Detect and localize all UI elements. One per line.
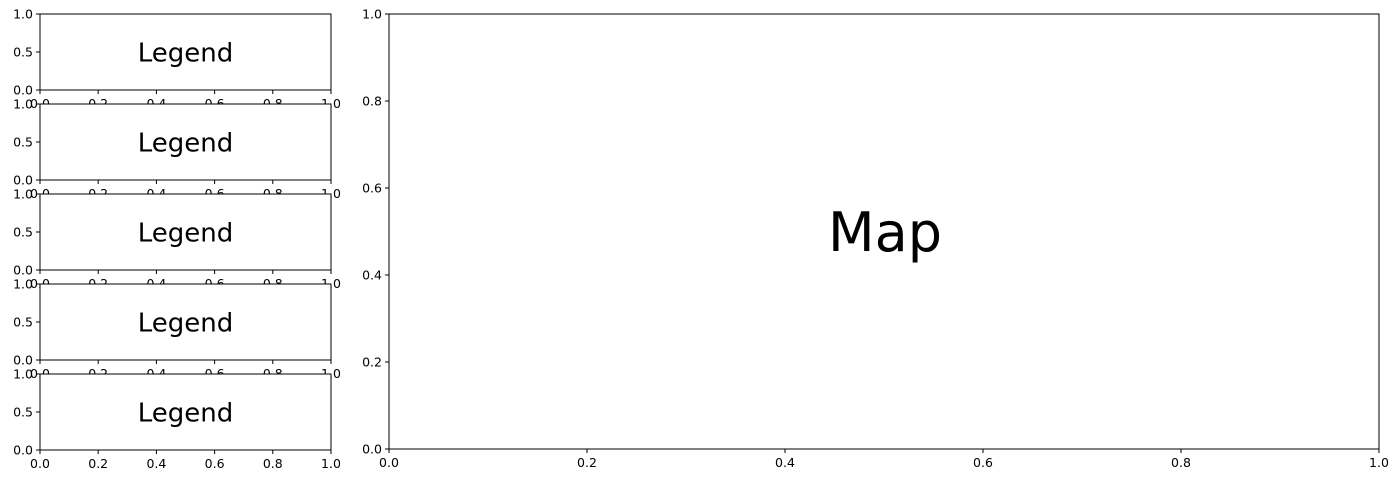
legend-2-ytick-label: 1.0 xyxy=(13,97,33,112)
map-xtick-label: 0.2 xyxy=(577,455,597,470)
map-ytick-label: 0.0 xyxy=(362,442,382,457)
legend-4-ytick-label: 0.0 xyxy=(13,353,33,368)
legend-5-xtick-label: 0.0 xyxy=(30,456,50,471)
legend-5-ytick-label: 1.0 xyxy=(13,367,33,382)
legend-1-ytick-label: 0.5 xyxy=(13,45,33,60)
map-xtick-label: 0.4 xyxy=(775,455,795,470)
legend-2-ytick-label: 0.0 xyxy=(13,173,33,188)
legend-4-ytick-label: 0.5 xyxy=(13,315,33,330)
legend-3-ytick-label: 1.0 xyxy=(13,187,33,202)
legend-5-ytick-label: 0.5 xyxy=(13,405,33,420)
map-xtick-label: 0.8 xyxy=(1171,455,1191,470)
legend-3-ytick-label: 0.5 xyxy=(13,225,33,240)
map-label: Map xyxy=(828,201,942,264)
map-frame xyxy=(388,13,1380,450)
legend-4-ytick-label: 1.0 xyxy=(13,277,33,292)
legend-1-ytick-label: 0.0 xyxy=(13,83,33,98)
legend-5-xtick-label: 0.6 xyxy=(205,456,225,471)
legend-5-ytick-label: 0.0 xyxy=(13,443,33,458)
map-xtick-label: 1.0 xyxy=(1369,455,1389,470)
legend-3-frame xyxy=(39,193,332,271)
map-ytick-label: 0.6 xyxy=(362,181,382,196)
legend-5-label: Legend xyxy=(138,398,234,428)
map-axes: 0.0 0.2 0.4 0.6 0.8 1.0 0.0 0.2 0.4 0.6 0.8 1.0 Map xyxy=(362,7,1389,471)
legend-5-xtick-label: 0.2 xyxy=(88,456,108,471)
legend-4-frame xyxy=(39,283,332,361)
legend-5-xtick-label: 1.0 xyxy=(321,456,341,471)
legend-2-frame xyxy=(39,103,332,181)
legend-2-label: Legend xyxy=(138,128,234,158)
legend-4-label: Legend xyxy=(138,308,234,338)
legend-1-frame xyxy=(39,13,332,91)
legend-5-xtick-label: 0.4 xyxy=(146,456,166,471)
legend-5-frame xyxy=(39,373,332,451)
map-ytick-label: 0.4 xyxy=(362,268,382,283)
map-xtick-label: 0.6 xyxy=(973,455,993,470)
legend-3-ytick-label: 0.0 xyxy=(13,263,33,278)
legend-1-label: Legend xyxy=(138,38,234,68)
map-ytick-label: 1.0 xyxy=(362,7,382,22)
legend-5-xtick-label: 0.8 xyxy=(263,456,283,471)
legend-2-ytick-label: 0.5 xyxy=(13,135,33,150)
map-xtick-label: 0.0 xyxy=(379,455,399,470)
map-ytick-label: 0.8 xyxy=(362,94,382,109)
legend-1-ytick-label: 1.0 xyxy=(13,7,33,22)
legend-5-axes: 0.0 0.2 0.4 0.6 0.8 1.0 0.0 0.5 1.0 Legend xyxy=(13,367,341,472)
map-ytick-label: 0.2 xyxy=(362,355,382,370)
legend-3-label: Legend xyxy=(138,218,234,248)
